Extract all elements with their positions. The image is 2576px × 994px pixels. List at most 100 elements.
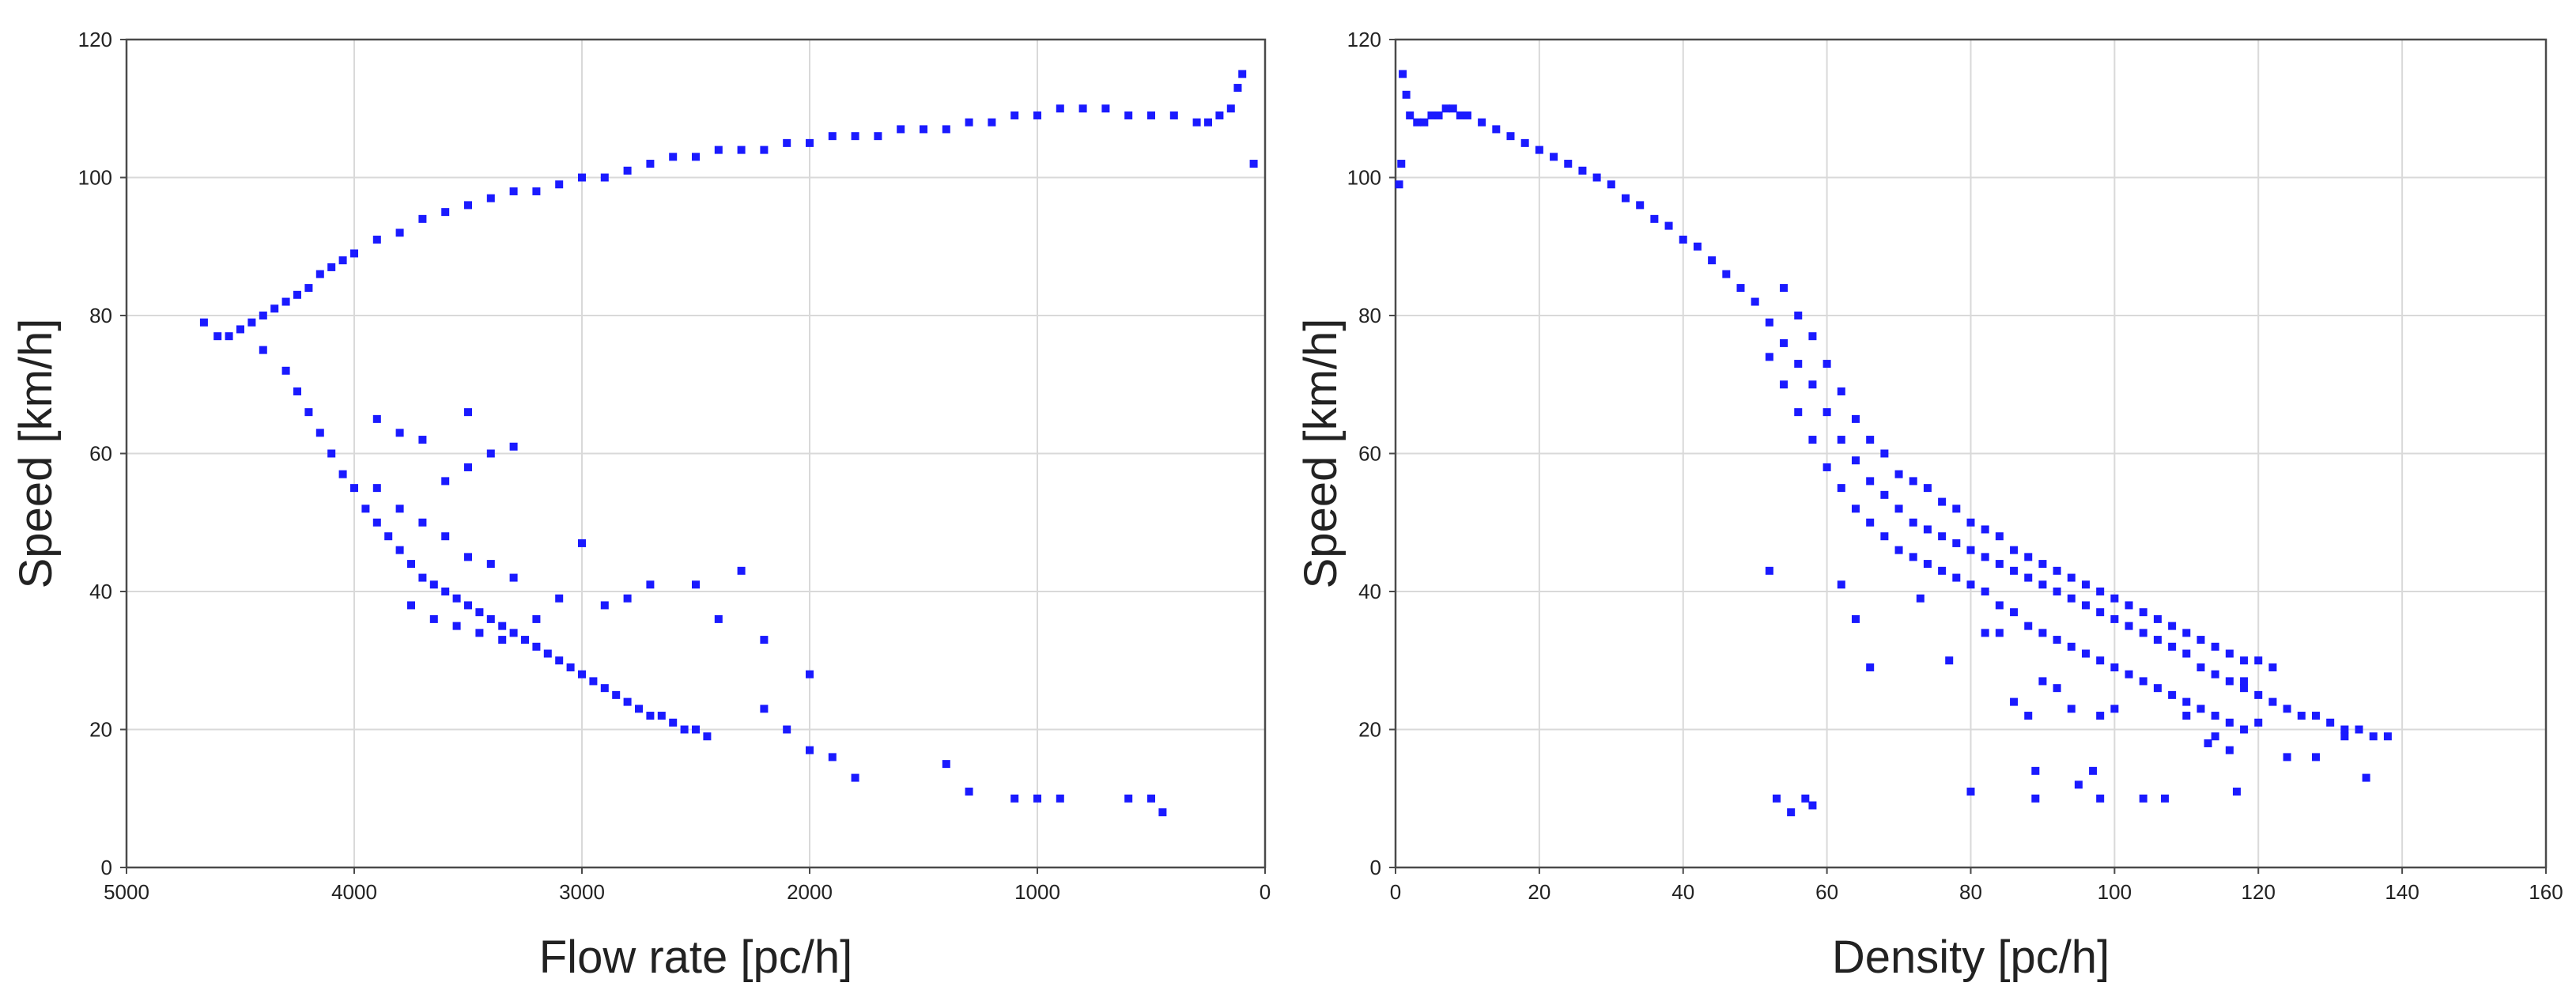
y-axis-title: Speed [km/h] — [10, 319, 62, 589]
data-point — [486, 449, 495, 458]
data-point — [429, 614, 438, 623]
data-point — [2369, 732, 2378, 741]
data-point — [1981, 629, 1989, 637]
data-point — [760, 636, 769, 644]
data-point — [1894, 546, 1903, 554]
data-point — [942, 125, 950, 134]
data-point — [2010, 546, 2019, 554]
data-point — [1995, 532, 2004, 541]
data-point — [2211, 732, 2219, 741]
data-point — [236, 325, 244, 334]
data-point — [1449, 104, 1457, 113]
data-point — [509, 629, 518, 637]
data-point — [2139, 794, 2147, 803]
data-point — [1995, 560, 2004, 569]
data-point — [2283, 753, 2291, 762]
data-point — [1852, 505, 1860, 513]
data-point — [498, 622, 507, 630]
data-point — [464, 463, 472, 471]
data-point — [213, 332, 222, 341]
data-point — [2312, 712, 2320, 720]
data-point — [1664, 221, 1673, 230]
data-point — [464, 601, 472, 610]
data-point — [1923, 560, 1932, 569]
data-point — [1808, 332, 1817, 341]
data-point — [407, 560, 415, 569]
data-point — [2067, 705, 2076, 713]
data-point — [760, 705, 769, 713]
data-point — [1808, 380, 1817, 389]
data-point — [680, 725, 689, 734]
data-point — [1938, 497, 1947, 506]
x-axis-title: Density [pc/h] — [1832, 932, 2110, 983]
data-point — [1916, 594, 1924, 603]
data-point — [2326, 718, 2335, 727]
data-point — [1413, 118, 1422, 127]
data-point — [1981, 553, 1989, 561]
y-tick-label: 120 — [1347, 28, 1381, 51]
data-point — [1880, 532, 1889, 541]
data-point — [1520, 138, 1529, 147]
data-point — [2204, 739, 2212, 747]
x-tick-label: 4000 — [331, 880, 377, 904]
data-point — [1966, 518, 1975, 527]
data-point — [1837, 580, 1845, 589]
data-point — [1456, 111, 1464, 119]
data-point — [2053, 636, 2061, 644]
data-point — [2024, 622, 2033, 630]
data-point — [475, 608, 484, 617]
data-point — [1909, 477, 1917, 486]
data-point — [2038, 580, 2047, 589]
data-point — [2161, 794, 2170, 803]
data-point — [1722, 270, 1731, 278]
data-point — [293, 290, 301, 299]
data-point — [199, 318, 208, 327]
data-point — [1506, 132, 1515, 141]
data-point — [1981, 588, 1989, 595]
data-point — [1124, 111, 1133, 119]
data-point — [1780, 380, 1788, 389]
x-tick-label: 140 — [2385, 880, 2419, 904]
data-point — [1751, 297, 1759, 306]
data-point — [1033, 111, 1041, 119]
data-point — [2225, 746, 2234, 754]
x-tick-label: 5000 — [104, 880, 149, 904]
data-point — [464, 553, 472, 561]
data-point — [327, 263, 336, 271]
data-point — [2240, 725, 2249, 734]
data-point — [2182, 629, 2191, 637]
data-point — [2089, 766, 2098, 775]
data-point — [2096, 656, 2105, 665]
data-point — [2110, 614, 2119, 623]
data-point — [532, 614, 541, 623]
data-point — [2340, 732, 2349, 741]
data-point — [2182, 649, 2191, 658]
data-point — [589, 677, 598, 686]
data-point — [646, 160, 655, 168]
data-point — [1794, 360, 1803, 368]
data-point — [1852, 456, 1860, 465]
data-point — [988, 118, 996, 127]
data-point — [965, 788, 973, 796]
data-point — [2355, 725, 2363, 734]
data-point — [1607, 180, 1615, 189]
data-point — [2240, 656, 2249, 665]
data-point — [2225, 677, 2234, 686]
data-point — [521, 636, 529, 644]
data-point — [1010, 794, 1019, 803]
data-point — [441, 588, 450, 595]
data-point — [2110, 594, 2119, 603]
data-point — [1564, 160, 1573, 168]
data-point — [486, 614, 495, 623]
data-point — [281, 297, 290, 306]
data-point — [1866, 663, 1875, 671]
data-point — [1923, 525, 1932, 534]
y-tick-label: 60 — [1358, 442, 1381, 466]
data-point — [372, 484, 381, 493]
data-point — [783, 138, 791, 147]
y-tick-label: 0 — [101, 856, 112, 879]
data-point — [429, 580, 438, 589]
data-point — [1427, 111, 1436, 119]
data-point — [2268, 697, 2277, 706]
data-point — [1056, 794, 1064, 803]
